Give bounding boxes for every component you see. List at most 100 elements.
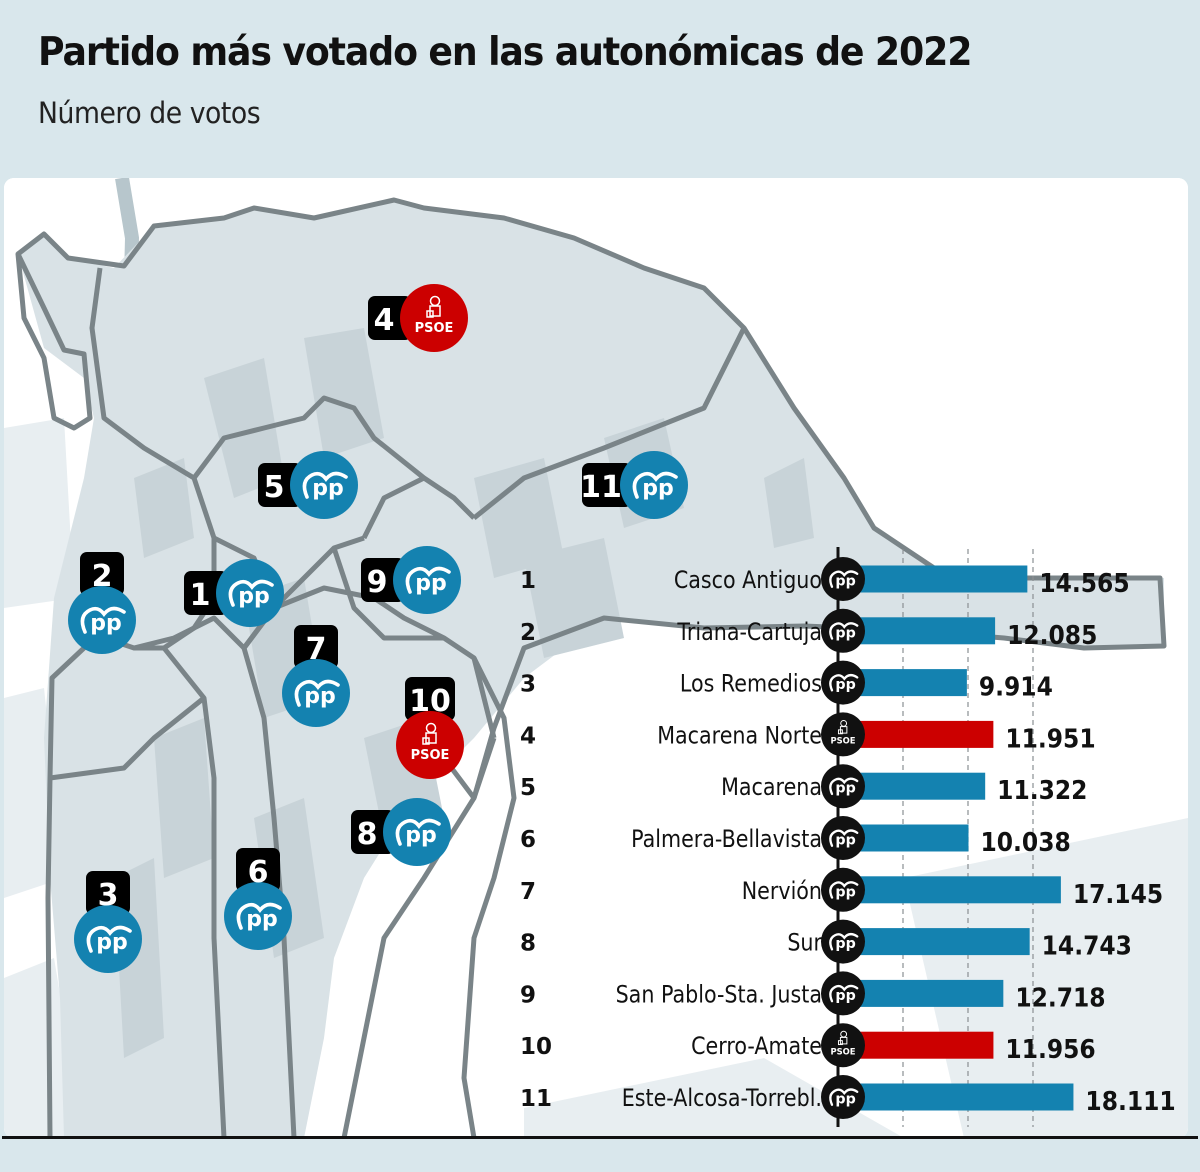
- row-party-logo: pp: [821, 764, 865, 809]
- pp-logo-icon: [294, 679, 340, 707]
- row-party-logo: pp: [821, 1075, 865, 1119]
- value-label: 14.565: [1039, 568, 1129, 598]
- category-label: Palmera-Bellavista: [631, 826, 822, 854]
- row-number: 9: [520, 982, 536, 1008]
- district-number-box: [351, 810, 395, 854]
- row-party-logo: PSOE: [821, 1023, 865, 1068]
- district-map: pp 1 pp 2 pp 3 PSOE 4 pp 5 pp 6 pp 7 pp 8 pp 9 PSOE 10 pp 11: [4, 178, 1188, 1138]
- page-title: Partido más votado en las autonómicas de…: [38, 30, 973, 75]
- category-label: Este-Alcosa-Torrebl.: [622, 1085, 822, 1113]
- map-marker-district-2[interactable]: pp 2: [68, 552, 136, 654]
- pp-logo-circle: [821, 1075, 865, 1119]
- chart-row: 9 San Pablo-Sta. Justa pp 12.718: [520, 971, 1106, 1016]
- pp-logo-circle: [216, 559, 284, 627]
- district-number: 2: [92, 559, 113, 594]
- pp-logo-circle: [290, 451, 358, 519]
- psoe-rose-fist-icon: [837, 1030, 848, 1046]
- chart-row: 1 Casco Antiguo pp 14.565: [520, 557, 1130, 601]
- pp-logo-circle: [821, 557, 865, 601]
- psoe-logo-text: PSOE: [415, 321, 454, 336]
- value-label: 12.718: [1015, 982, 1105, 1012]
- map-marker-district-1[interactable]: pp 1: [184, 559, 284, 627]
- row-party-logo: pp: [821, 971, 865, 1016]
- district-number: 8: [357, 817, 378, 852]
- map-marker-district-11[interactable]: pp 11: [580, 451, 688, 519]
- pp-logo-circle: [821, 660, 865, 705]
- category-label: Casco Antiguo: [674, 567, 822, 595]
- value-label: 11.322: [997, 775, 1087, 805]
- pp-logo-text: pp: [90, 611, 122, 636]
- category-label: San Pablo-Sta. Justa: [616, 981, 822, 1009]
- pp-logo-text: pp: [835, 936, 855, 952]
- district-borders: [15, 197, 1167, 1138]
- pp-logo-circle: [620, 451, 688, 519]
- value-label: 12.085: [1007, 620, 1097, 650]
- row-number: 7: [520, 879, 536, 905]
- row-number: 8: [520, 931, 536, 957]
- map-panel: pp 1 pp 2 pp 3 PSOE 4 pp 5 pp 6 pp 7 pp 8 pp 9 PSOE 10 pp 11 …: [4, 178, 1188, 1138]
- category-label: Macarena: [721, 774, 822, 802]
- row-number: 6: [520, 827, 536, 853]
- district-number-box: [184, 571, 228, 615]
- bar-1: [838, 565, 1028, 593]
- category-label: Cerro-Amate: [691, 1033, 822, 1061]
- chart-row: 8 Sur pp 14.743: [520, 919, 1132, 964]
- pp-logo-icon: [228, 579, 274, 607]
- pp-logo-circle: [821, 608, 865, 653]
- row-party-logo: pp: [821, 816, 865, 860]
- pp-logo-text: pp: [835, 677, 855, 693]
- map-marker-district-6[interactable]: pp 6: [224, 848, 292, 950]
- row-party-logo: pp: [821, 919, 865, 964]
- page-subtitle: Número de votos: [38, 96, 261, 130]
- value-label: 18.111: [1085, 1086, 1175, 1116]
- category-label: Sur: [787, 929, 822, 957]
- row-number: 10: [520, 1034, 552, 1060]
- map-marker-district-10[interactable]: PSOE 10: [396, 677, 464, 779]
- pp-logo-icon: [829, 777, 859, 796]
- row-number: 4: [520, 723, 536, 749]
- row-party-logo: pp: [821, 608, 865, 653]
- district-number-box: [86, 871, 130, 915]
- pp-logo-text: pp: [312, 476, 344, 501]
- district-number: 5: [264, 470, 285, 505]
- row-party-logo: pp: [821, 557, 865, 601]
- map-marker-district-5[interactable]: pp 5: [258, 451, 358, 519]
- psoe-logo-circle: [821, 712, 865, 757]
- map-marker-district-4[interactable]: PSOE 4: [368, 284, 468, 352]
- row-party-logo: PSOE: [821, 712, 865, 757]
- row-number: 1: [520, 568, 536, 594]
- bar-8: [838, 928, 1030, 956]
- chart-row: 11 Este-Alcosa-Torrebl. pp 18.111: [520, 1075, 1176, 1119]
- pp-logo-icon: [829, 984, 859, 1003]
- pp-logo-circle: [74, 905, 142, 973]
- pp-logo-icon: [80, 606, 126, 634]
- map-marker-district-8[interactable]: pp 8: [351, 798, 451, 866]
- psoe-rose-fist-icon: [422, 722, 437, 745]
- pp-logo-text: pp: [835, 832, 855, 848]
- pp-logo-text: pp: [415, 571, 447, 596]
- row-number: 11: [520, 1086, 552, 1112]
- pp-logo-circle: [821, 867, 865, 912]
- district-number: 3: [98, 878, 119, 913]
- psoe-logo-text: PSOE: [411, 748, 450, 763]
- pp-logo-icon: [405, 566, 451, 594]
- pp-logo-text: pp: [835, 573, 855, 589]
- map-marker-district-9[interactable]: pp 9: [361, 546, 461, 614]
- psoe-logo-text: PSOE: [830, 735, 855, 745]
- district-number: 1: [190, 578, 211, 613]
- pp-logo-circle: [821, 971, 865, 1016]
- chart-row: 10 Cerro-Amate PSOE 11.956: [520, 1023, 1096, 1068]
- row-number: 3: [520, 672, 536, 698]
- district-number-box: [236, 848, 280, 892]
- pp-logo-text: pp: [835, 884, 855, 900]
- value-label: 11.956: [1005, 1034, 1095, 1064]
- chart-row: 7 Nervión pp 17.145: [520, 867, 1163, 912]
- map-marker-district-7[interactable]: pp 7: [282, 625, 350, 727]
- map-marker-district-3[interactable]: pp 3: [74, 871, 142, 973]
- pp-logo-text: pp: [246, 907, 278, 932]
- bottom-rule: [2, 1136, 1198, 1139]
- psoe-logo-circle: [396, 711, 464, 779]
- bar-11: [838, 1083, 1074, 1111]
